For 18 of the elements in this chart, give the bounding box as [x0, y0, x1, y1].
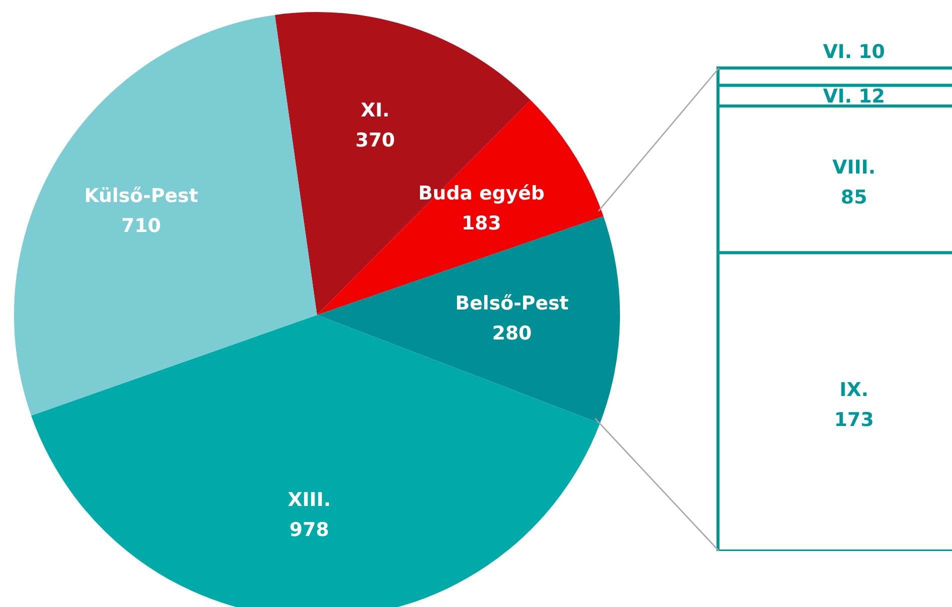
data-label: 183 — [462, 212, 502, 235]
slice-label: Külső-Pest — [84, 185, 198, 208]
data-label: 173 — [834, 408, 874, 431]
slice-label: XIII. — [288, 488, 331, 511]
data-label: 710 — [121, 215, 161, 238]
slice-label: Belső-Pest — [455, 292, 569, 314]
data-label: 10 — [858, 41, 886, 63]
slice-label: XI. — [360, 99, 390, 122]
data-label: 12 — [858, 86, 886, 108]
series-label: VI. — [822, 86, 852, 108]
series-label: VI. — [822, 41, 852, 63]
series-label: IX. — [840, 378, 868, 401]
data-label: 85 — [840, 186, 868, 208]
data-label: 978 — [289, 518, 330, 541]
data-label: 370 — [355, 129, 396, 152]
data-label: 280 — [492, 322, 532, 344]
series-label: VIII. — [832, 156, 876, 178]
slice-label: Buda egyéb — [418, 182, 545, 205]
